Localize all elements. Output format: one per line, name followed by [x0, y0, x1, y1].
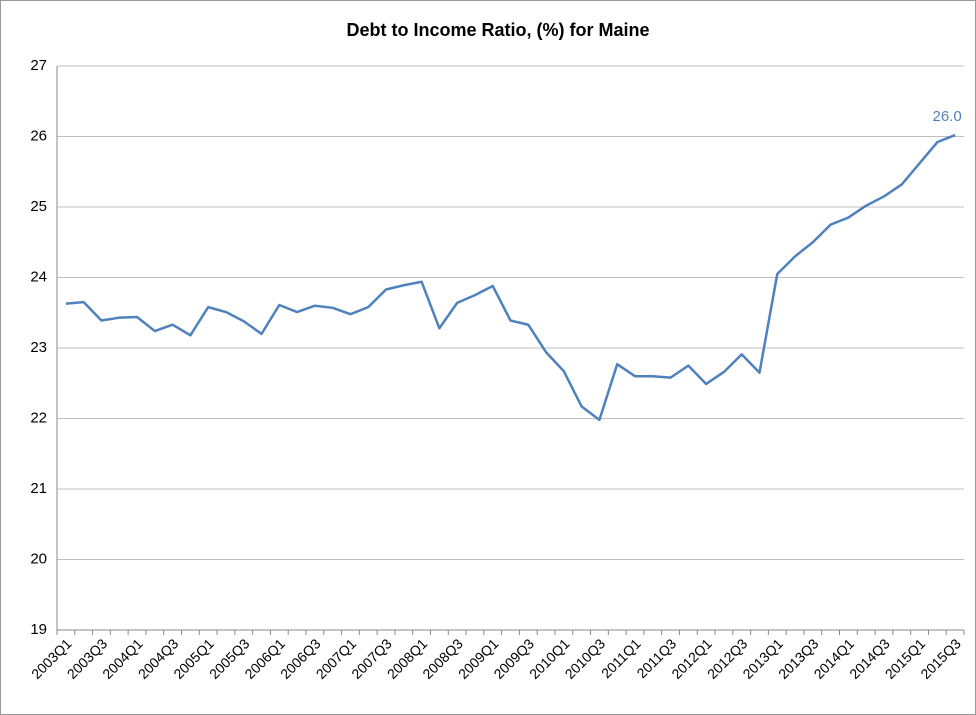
y-tick-label: 22	[30, 409, 47, 426]
y-tick-label: 21	[30, 480, 47, 497]
data-label: 26.0	[933, 108, 962, 125]
y-tick-label: 23	[30, 339, 47, 356]
y-tick-label: 24	[30, 268, 47, 285]
chart-title: Debt to Income Ratio, (%) for Maine	[346, 20, 649, 40]
y-tick-label: 19	[30, 621, 47, 638]
y-tick-label: 26	[30, 127, 47, 144]
data-line	[65, 133, 956, 422]
y-tick-label: 27	[30, 57, 47, 74]
y-tick-label: 20	[30, 550, 47, 567]
y-tick-label: 25	[30, 198, 47, 215]
